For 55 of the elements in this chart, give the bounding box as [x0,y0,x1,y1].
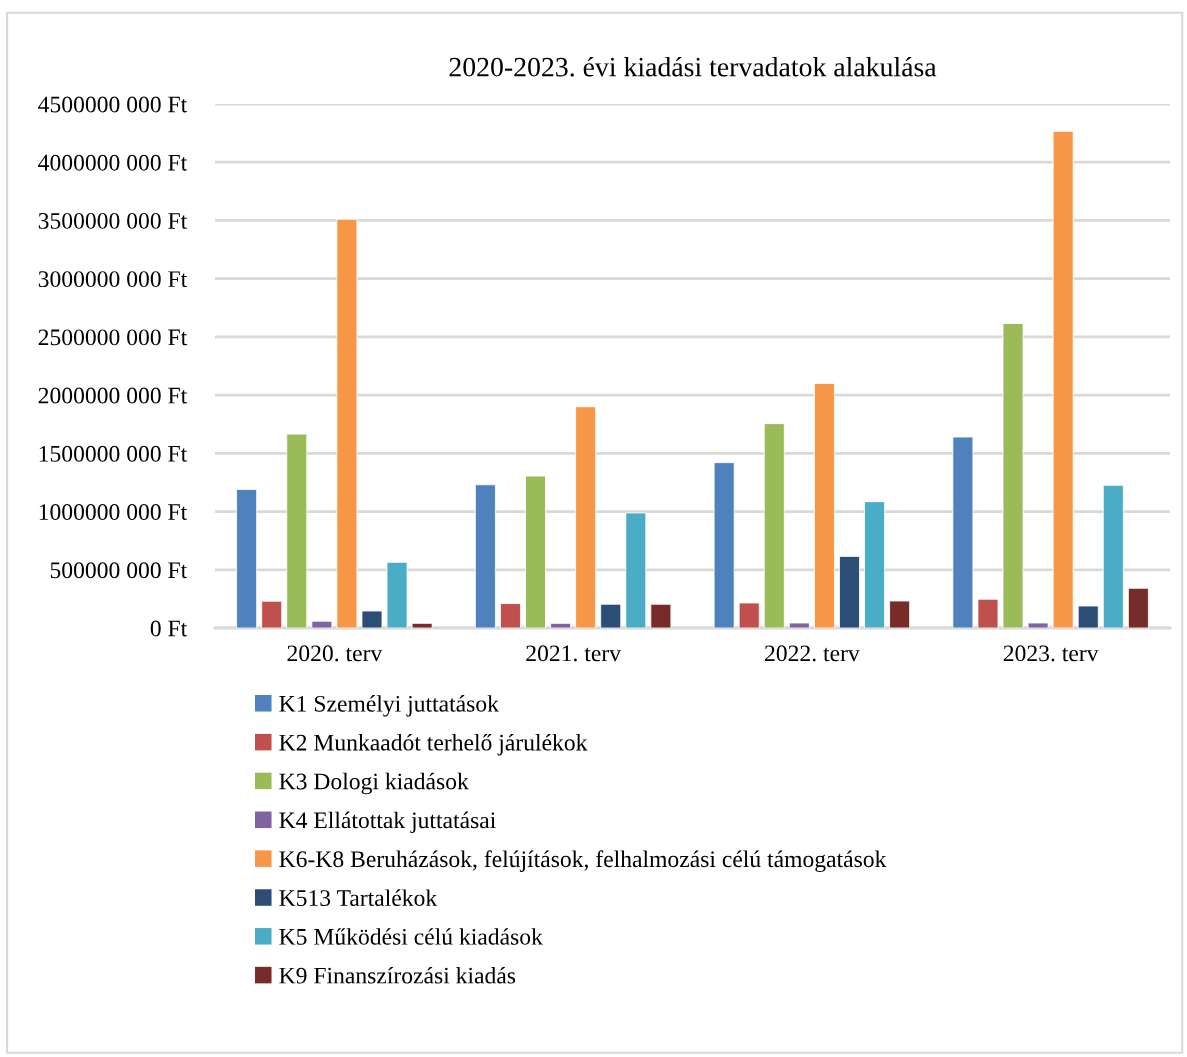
bar [952,436,974,628]
y-tick-label: 500000 000 Ft [50,562,188,579]
y-tick-label: 2000000 000 Ft [38,387,188,404]
bar [839,555,860,628]
y-tick-label: 2500000 000 Ft [38,329,188,346]
bar [261,600,283,628]
y-tick-label: 0 Ft [150,620,188,637]
bar [763,423,785,628]
x-tick-label: 2020. terv [287,645,383,662]
bar [236,489,258,628]
legend-label: K6-K8 Beruházások, felújítások, felhalmozási célú támogatások [279,850,887,873]
legend-label: K513 Tartalékok [279,889,438,907]
bar [813,383,835,628]
legend-label: K3 Dologi kiadások [279,772,469,795]
bar [311,620,333,628]
x-tick-label: 2021. terv [526,645,621,662]
y-tick-label: 4000000 000 Ft [38,154,188,171]
bar [600,603,622,628]
y-tick-label: 4500000 000 Ft [38,96,188,113]
legend-label: K1 Személyi juttatások [279,695,499,717]
legend-label: K5 Működési célú kiadások [279,928,543,945]
legend-label: K9 Finanszírozási kiadás [279,966,516,984]
bar [411,622,433,628]
bar [977,598,999,628]
bar [788,622,810,628]
bar [550,622,572,628]
bar [625,512,647,628]
bar [1052,130,1074,628]
bar [286,433,308,628]
bar [386,561,408,628]
bar [575,406,597,628]
bar [500,603,521,628]
bar [650,603,672,628]
bar [361,610,383,628]
y-tick-label: 3500000 000 Ft [38,212,188,229]
bar [1027,622,1049,628]
bar [336,218,358,628]
bar [1002,323,1024,628]
bar [864,501,885,628]
bar [713,462,735,628]
y-tick-label: 1500000 000 Ft [39,445,188,462]
chart-title: 2020-2023. évi kiadási tervadatok alakulása [449,56,937,77]
bar [525,475,546,628]
bar [738,602,760,628]
x-tick-label: 2022. terv [765,645,860,662]
bar [1102,484,1124,628]
bar [1077,605,1099,628]
bar [889,600,911,628]
legend-label: K2 Munkaadót terhelő járulékok [279,733,588,756]
bar [474,484,496,628]
x-tick-label: 2023. terv [1003,645,1099,662]
legend-label: K4 Ellátottak juttatásai [279,811,496,834]
y-tick-label: 3000000 000 Ft [38,271,188,288]
y-tick-label: 1000000 000 Ft [39,504,188,520]
bar [1127,587,1149,628]
